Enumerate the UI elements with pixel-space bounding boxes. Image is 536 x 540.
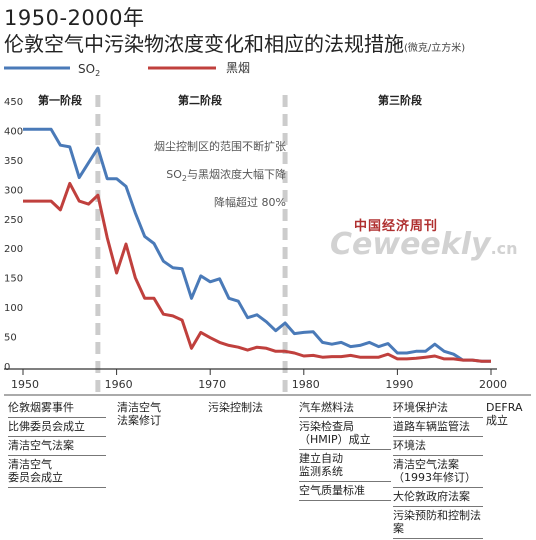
legend-smoke-label: 黑烟 [226,61,250,75]
annotation-2-part: 与黑烟浓度大幅下降 [187,167,286,181]
so2-line [23,127,491,363]
laws-column-1950: 伦敦烟雾事件 比佛委员会成立 清洁空气法案 清洁空气 委员会成立 [8,399,106,488]
phase-label-1: 第一阶段 [38,93,82,107]
law-item: 比佛委员会成立 [8,418,106,437]
y-tick-label: 350 [4,156,23,167]
annotation-2-part: SO [166,168,182,181]
y-tick-label: 50 [4,333,17,344]
annotation-2: SO2与黑烟浓度大幅下降 [166,167,286,183]
y-tick-label: 0 [4,362,10,373]
law-item: 污染检查局 （HMIP）成立 [299,418,391,450]
y-tick-label: 450 [4,97,23,108]
y-tick-label: 400 [4,126,23,137]
annotation-3: 降幅超过 80% [214,195,286,209]
x-tick-label: 1950 [11,378,39,391]
laws-column-1970: 污染控制法 [208,399,294,417]
law-item: DEFRA 成立 [486,401,523,427]
laws-column-2000: DEFRA 成立 [486,399,534,430]
law-item: 清洁空气法案 [8,437,106,456]
annotation-1: 烟尘控制区的范围不断扩张 [154,139,286,153]
x-tick-label: 1980 [292,378,320,391]
annotation-2-part: 2 [182,174,187,183]
legend-so2-label: SO2 [78,62,100,78]
laws-column-1980: 汽车燃料法 污染检查局 （HMIP）成立 建立自动 监测系统 空气质量标准 [299,399,391,501]
watermark-cn: 中国经济周刊 [354,219,439,234]
chart-title-line1: 1950-2000年 [4,6,145,30]
unit-label: (微克/立方米) [404,43,466,54]
law-item: 环境法 [393,437,483,456]
law-item: 清洁空气法案 （1993年修订） [393,456,483,488]
phase-label-2: 第二阶段 [178,93,222,107]
law-item: 伦敦烟雾事件 [8,399,106,418]
watermark-domain: .cn [490,239,518,258]
law-item: 空气质量标准 [299,482,391,501]
x-tick-label: 2000 [479,378,507,391]
chart-title-text: 伦敦空气中污染物浓度变化和相应的法规措施 [4,32,404,56]
x-tick-label: 1990 [385,378,413,391]
y-tick-label: 200 [4,244,23,255]
watermark-en: Ceweekly [330,227,491,262]
y-tick-label: 250 [4,215,23,226]
phase-label-3: 第三阶段 [378,93,422,107]
law-item: 清洁空气 法案修订 [117,401,161,427]
law-item: 建立自动 监测系统 [299,450,391,482]
chart-title-line2: 伦敦空气中污染物浓度变化和相应的法规措施(微克/立方米) [4,28,465,57]
law-item: 环境保护法 [393,399,483,418]
law-item: 污染控制法 [208,401,263,414]
law-item: 汽车燃料法 [299,399,391,418]
smoke-line [23,181,491,363]
laws-column-1960: 清洁空气 法案修订 [117,399,203,430]
law-item: 清洁空气 委员会成立 [8,456,106,488]
watermark: 中国经济周刊 Ceweekly.cn [330,215,530,275]
law-item: 道路车辆监管法 [393,418,483,437]
law-item: 大伦敦政府法案 [393,488,483,507]
y-tick-label: 300 [4,185,23,196]
x-tick-label: 1970 [198,378,226,391]
legend-so2-subscript: 2 [95,69,100,78]
law-item: 污染预防和控制法案 [393,507,483,539]
y-tick-label: 150 [4,274,23,285]
x-tick-label: 1960 [105,378,133,391]
legend-so2-text: SO [78,62,95,76]
y-tick-label: 100 [4,303,23,314]
laws-column-1990: 环境保护法 道路车辆监管法 环境法 清洁空气法案 （1993年修订） 大伦敦政府法案 污染… [393,399,483,539]
